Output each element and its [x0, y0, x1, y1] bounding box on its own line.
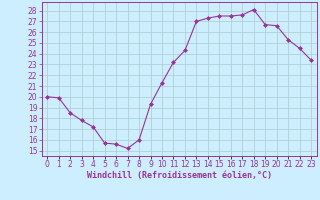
X-axis label: Windchill (Refroidissement éolien,°C): Windchill (Refroidissement éolien,°C)	[87, 171, 272, 180]
